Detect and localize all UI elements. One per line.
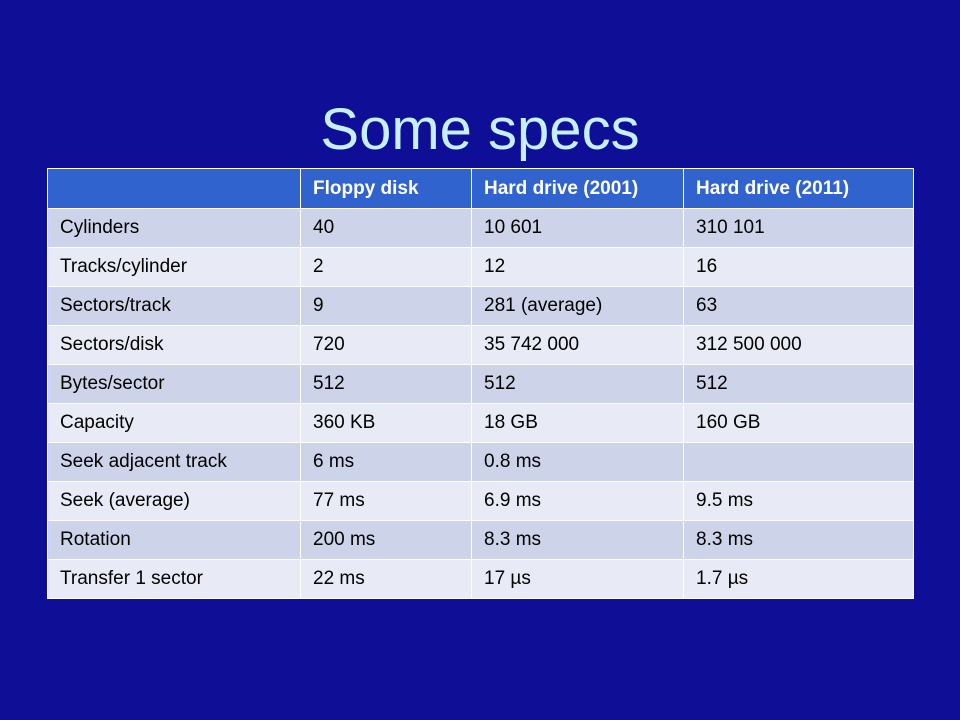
table-cell: 281 (average) bbox=[471, 286, 684, 326]
row-label: Sectors/disk bbox=[47, 325, 301, 365]
table-cell: 63 bbox=[683, 286, 914, 326]
table-cell: 12 bbox=[471, 247, 684, 287]
table-cell: 8.3 ms bbox=[683, 520, 914, 560]
table-cell: 6 ms bbox=[300, 442, 472, 482]
slide-title: Some specs bbox=[320, 96, 640, 162]
table-cell: 22 ms bbox=[300, 559, 472, 599]
table-cell: 9.5 ms bbox=[683, 481, 914, 521]
header-corner-cell bbox=[47, 168, 301, 209]
table-cell: 8.3 ms bbox=[471, 520, 684, 560]
table-row: Sectors/disk 720 35 742 000 312 500 000 bbox=[47, 325, 914, 365]
table-cell: 35 742 000 bbox=[471, 325, 684, 365]
table-cell: 16 bbox=[683, 247, 914, 287]
table-cell: 6.9 ms bbox=[471, 481, 684, 521]
row-label: Tracks/cylinder bbox=[47, 247, 301, 287]
table-cell: 160 GB bbox=[683, 403, 914, 443]
table-cell: 312 500 000 bbox=[683, 325, 914, 365]
row-label: Bytes/sector bbox=[47, 364, 301, 404]
row-label: Rotation bbox=[47, 520, 301, 560]
row-label: Transfer 1 sector bbox=[47, 559, 301, 599]
header-floppy-disk: Floppy disk bbox=[300, 168, 472, 209]
table-cell: 9 bbox=[300, 286, 472, 326]
table-row: Tracks/cylinder 2 12 16 bbox=[47, 247, 914, 287]
table-cell: 18 GB bbox=[471, 403, 684, 443]
row-label: Cylinders bbox=[47, 208, 301, 248]
row-label: Sectors/track bbox=[47, 286, 301, 326]
table-row: Seek adjacent track 6 ms 0.8 ms bbox=[47, 442, 914, 482]
table-row: Seek (average) 77 ms 6.9 ms 9.5 ms bbox=[47, 481, 914, 521]
specs-table: Floppy disk Hard drive (2001) Hard drive… bbox=[47, 168, 914, 599]
table-cell: 1.7 µs bbox=[683, 559, 914, 599]
table-row: Bytes/sector 512 512 512 bbox=[47, 364, 914, 404]
table-row: Sectors/track 9 281 (average) 63 bbox=[47, 286, 914, 326]
table-cell: 40 bbox=[300, 208, 472, 248]
table-cell: 310 101 bbox=[683, 208, 914, 248]
row-label: Capacity bbox=[47, 403, 301, 443]
table-cell: 512 bbox=[300, 364, 472, 404]
table-row: Cylinders 40 10 601 310 101 bbox=[47, 208, 914, 248]
table-row: Capacity 360 KB 18 GB 160 GB bbox=[47, 403, 914, 443]
table-cell: 720 bbox=[300, 325, 472, 365]
table-cell: 17 µs bbox=[471, 559, 684, 599]
table-cell: 77 ms bbox=[300, 481, 472, 521]
table-cell: 0.8 ms bbox=[471, 442, 684, 482]
table-cell: 10 601 bbox=[471, 208, 684, 248]
row-label: Seek (average) bbox=[47, 481, 301, 521]
row-label: Seek adjacent track bbox=[47, 442, 301, 482]
header-hard-drive-2001: Hard drive (2001) bbox=[471, 168, 684, 209]
table-row: Transfer 1 sector 22 ms 17 µs 1.7 µs bbox=[47, 559, 914, 599]
header-hard-drive-2011: Hard drive (2011) bbox=[683, 168, 914, 209]
table-header-row: Floppy disk Hard drive (2001) Hard drive… bbox=[47, 168, 914, 209]
table-cell bbox=[683, 442, 914, 482]
table-cell: 2 bbox=[300, 247, 472, 287]
table-cell: 360 KB bbox=[300, 403, 472, 443]
table-row: Rotation 200 ms 8.3 ms 8.3 ms bbox=[47, 520, 914, 560]
table-cell: 200 ms bbox=[300, 520, 472, 560]
table-cell: 512 bbox=[471, 364, 684, 404]
table-cell: 512 bbox=[683, 364, 914, 404]
